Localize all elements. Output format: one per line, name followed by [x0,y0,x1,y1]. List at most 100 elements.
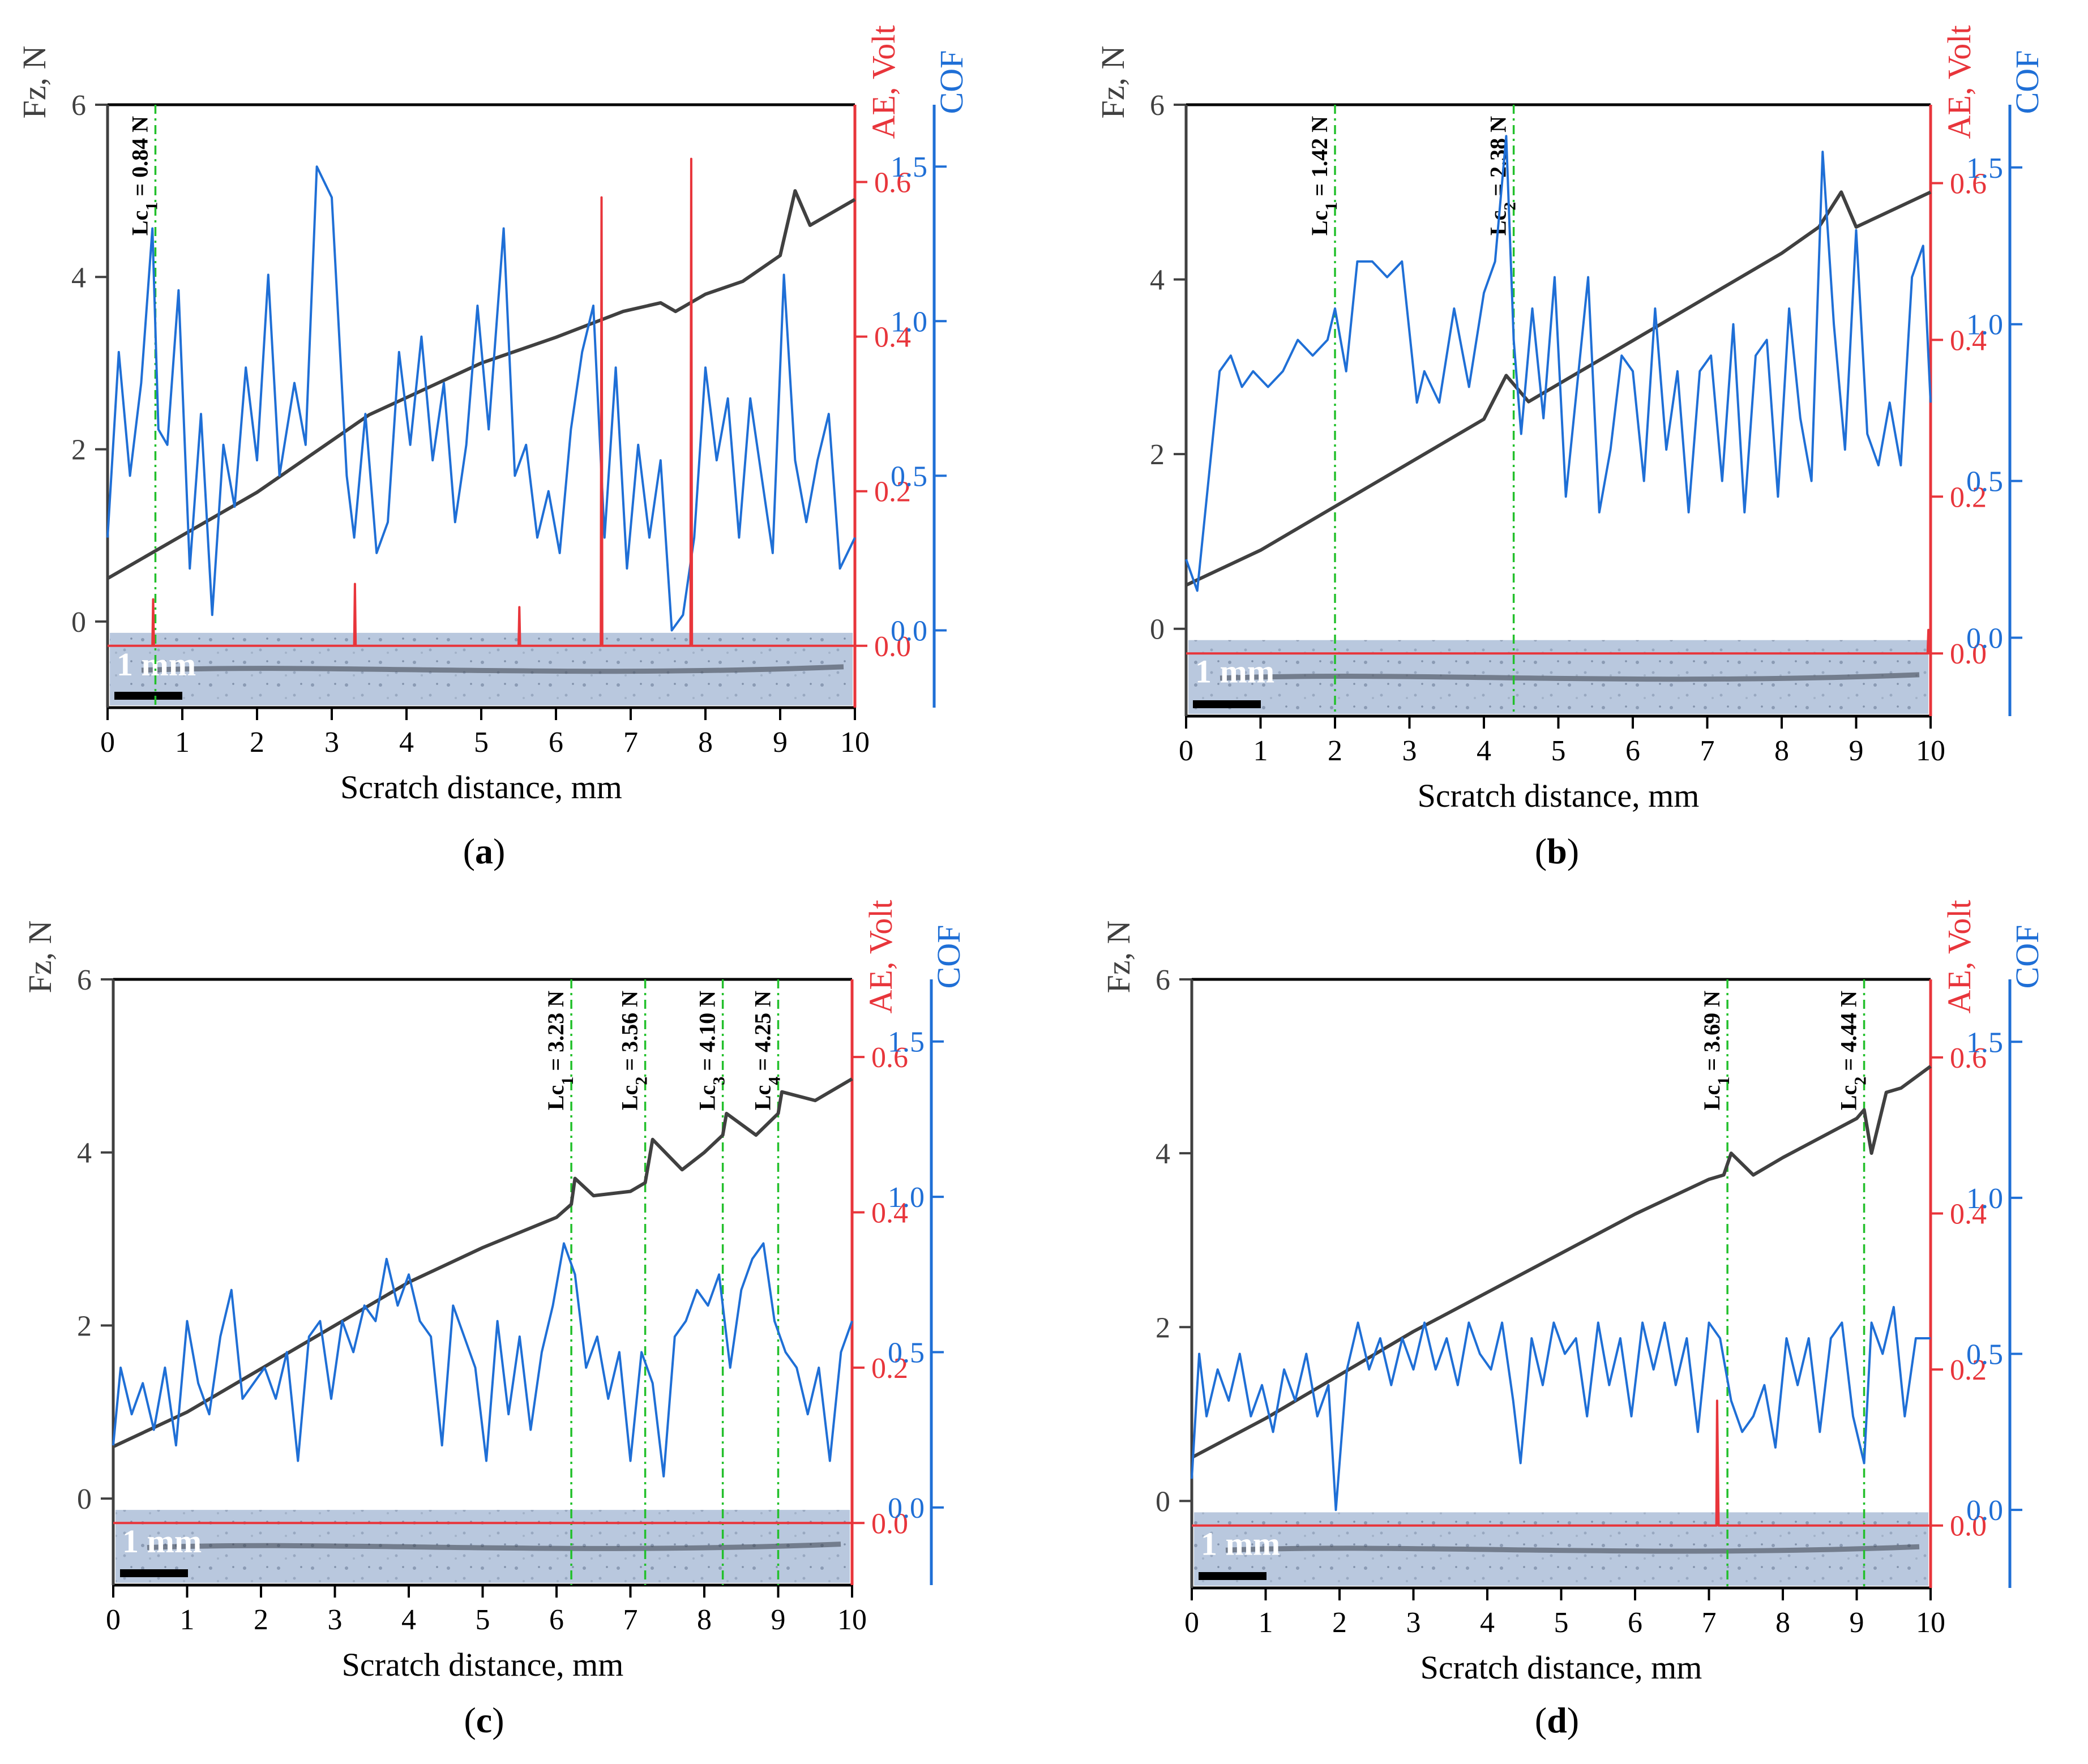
ae-tick-label: 0.0 [871,1508,908,1540]
scale-bar-label: 1 mm [1195,653,1274,690]
cof-tick-label: 0.0 [888,1492,925,1525]
scratch-track [1220,672,1920,682]
fz-tick-label: 2 [1156,1312,1170,1344]
lc-label-1: Lc1 = 3.69 N [1699,991,1733,1110]
series-fz [112,1077,853,1449]
x-tick-label: 2 [1332,1607,1347,1639]
x-tick-label: 7 [623,726,638,759]
fz-tick-label: 6 [77,964,92,996]
ae-tick-label: 0.4 [874,322,911,354]
lc-label-2: Lc2 = 3.56 N [617,991,651,1110]
series-ae [1186,628,1931,655]
x-axis-label: Scratch distance, mm [340,769,622,806]
cof-tick-label: 1.0 [1966,309,2003,341]
ae-tick-label: 0.6 [871,1042,908,1074]
panel-label: (c) [464,1700,504,1740]
scratch-track [1225,1544,1920,1554]
x-tick-label: 1 [180,1604,195,1636]
lc-label-1: Lc1 = 3.23 N [543,991,577,1110]
x-tick-label: 6 [1625,735,1640,767]
ae-tick-label: 0.2 [1950,481,1987,513]
x-tick-label: 10 [1916,1607,1945,1639]
x-tick-label: 3 [1402,735,1417,767]
fz-tick-label: 0 [1156,1485,1170,1518]
x-tick-label: 9 [1849,735,1864,767]
x-tick-label: 0 [1184,1607,1199,1639]
ae-axis-label: AE, Volt [862,900,899,1014]
panel-d: 1 mm 0 1 2 3 4 5 6 7 8 9 10 Scratch distance, mm 0 2 4 6… [1100,900,2046,1740]
scratch-track [141,664,844,674]
x-tick-label: 8 [697,1604,712,1636]
x-tick-label: 5 [1554,1607,1569,1639]
ae-tick-label: 0.2 [1950,1354,1987,1386]
cof-tick-label: 0.5 [891,460,927,493]
lc-label-4: Lc4 = 4.25 N [750,991,784,1110]
fz-tick-label: 4 [77,1137,92,1170]
ae-tick-label: 0.0 [874,631,911,663]
lc-label-3: Lc3 = 4.10 N [695,991,729,1110]
scale-bar [114,692,182,700]
x-tick-label: 6 [549,726,563,759]
scale-bar [1199,1572,1267,1580]
ae-tick-label: 0.6 [1950,1042,1987,1074]
cof-axis-label: COF [2009,925,2046,989]
fz-tick-label: 0 [1150,614,1165,646]
scratch-track [147,1542,841,1551]
scale-bar-label: 1 mm [1201,1525,1280,1562]
cof-tick-label: 1.0 [1966,1183,2003,1215]
lc-label-1: Lc1 = 0.84 N [127,116,161,236]
cof-axis-label: COF [2009,50,2046,114]
fz-tick-label: 2 [1150,439,1165,471]
ae-axis-label: AE, Volt [1941,900,1978,1014]
fz-tick-label: 2 [71,434,86,466]
x-tick-label: 2 [1328,735,1342,767]
ae-tick-label: 0.0 [1950,638,1987,670]
cof-tick-label: 0.0 [1966,1495,2003,1527]
panel-label: (b) [1535,831,1579,871]
x-tick-label: 3 [328,1604,343,1636]
cof-tick-label: 0.0 [891,615,927,647]
series-cof [1185,135,1932,592]
x-tick-label: 10 [837,1604,867,1636]
ae-tick-label: 0.6 [1950,168,1987,200]
x-tick-label: 7 [1702,1607,1717,1639]
x-tick-label: 2 [250,726,264,759]
series-ae [1192,1399,1931,1527]
x-tick-label: 5 [476,1604,490,1636]
x-tick-label: 0 [106,1604,121,1636]
x-tick-label: 4 [399,726,414,759]
x-tick-label: 6 [1628,1607,1642,1639]
x-tick-label: 0 [100,726,115,759]
fz-tick-label: 4 [1150,264,1165,297]
cof-tick-label: 0.5 [1966,466,2003,498]
x-tick-label: 8 [1775,1607,1790,1639]
cof-tick-label: 1.5 [888,1026,925,1059]
panel-label: (a) [463,831,506,871]
scale-bar-label: 1 mm [122,1523,202,1560]
x-tick-label: 1 [1253,735,1268,767]
scale-bar [120,1569,188,1577]
series-cof [1191,1305,1931,1512]
x-tick-label: 1 [1259,1607,1273,1639]
x-tick-label: 9 [1850,1607,1864,1639]
series-cof [112,1242,853,1478]
panel-b: 1 mm 0 1 2 3 4 5 6 7 8 9 10 Scratch distance, mm 0 2 4 6… [1094,25,2046,871]
x-tick-label: 3 [324,726,339,759]
x-axis-label: Scratch distance, mm [342,1646,624,1683]
x-tick-label: 10 [840,726,870,759]
cof-tick-label: 1.5 [1966,1026,2003,1059]
cof-tick-label: 1.0 [891,306,927,338]
fz-tick-label: 4 [71,262,86,294]
x-axis-label: Scratch distance, mm [1418,777,1700,814]
x-tick-label: 10 [1916,735,1945,767]
ae-tick-label: 0.0 [1950,1510,1987,1543]
ae-tick-label: 0.4 [871,1197,908,1230]
fz-tick-label: 0 [77,1483,92,1515]
cof-tick-label: 1.0 [888,1181,925,1214]
ae-tick-label: 0.6 [874,167,911,199]
x-tick-label: 4 [401,1604,416,1636]
x-tick-label: 6 [549,1604,564,1636]
x-tick-label: 7 [1700,735,1715,767]
